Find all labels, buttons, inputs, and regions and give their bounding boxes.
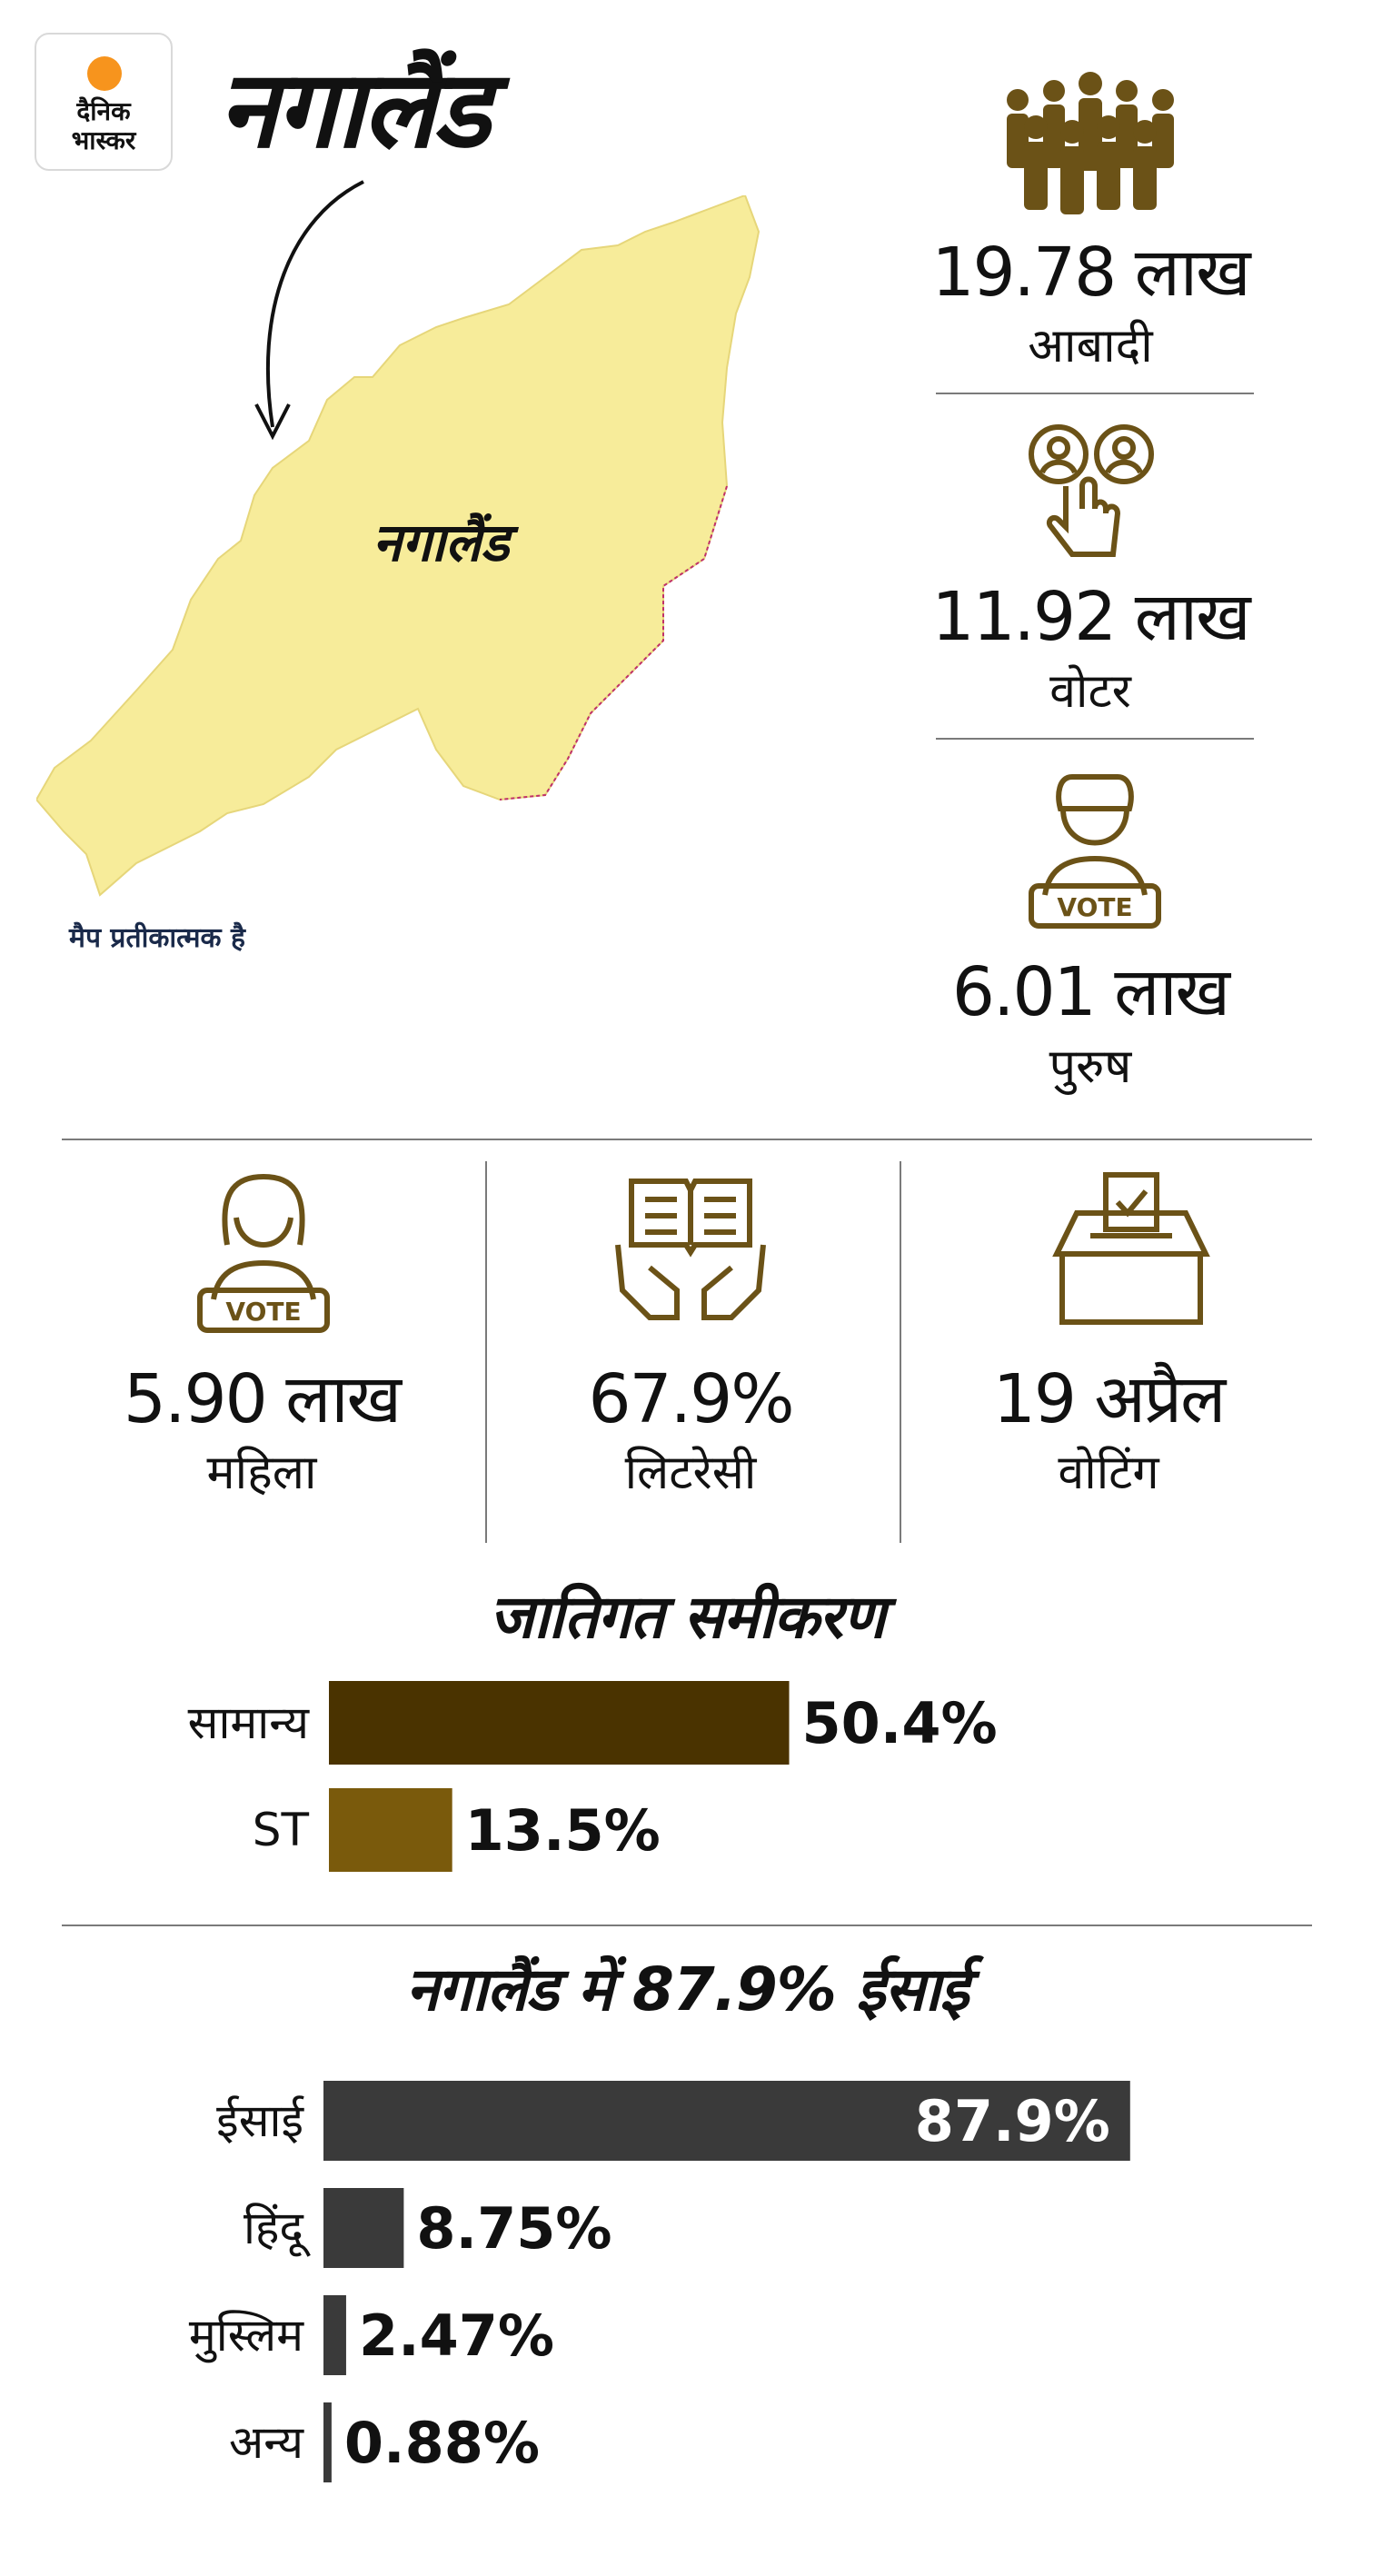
divider	[936, 393, 1254, 394]
bar	[329, 1681, 790, 1765]
crowd-icon	[1007, 72, 1174, 214]
stat-voter-label: वोटर	[1049, 664, 1131, 719]
ballot-box-icon	[1052, 1172, 1210, 1325]
curved-arrow-icon	[254, 180, 364, 441]
bar-category-label: ST	[253, 1804, 310, 1856]
stat-male-label: पुरुष	[1049, 1039, 1132, 1094]
male-voter-icon: VOTE	[1029, 774, 1161, 929]
bar	[323, 2295, 346, 2375]
religion-chart: ईसाई 87.9% हिंदू 8.75% मुस्लिम 2.47% अन्य 0.88%	[189, 2081, 1130, 2482]
divider	[485, 1161, 487, 1543]
nagaland-map	[36, 195, 761, 897]
voter-touch-icon	[1029, 424, 1154, 557]
stat-population-label: आबादी	[1028, 319, 1153, 373]
bar-value-label: 87.9%	[915, 2088, 1110, 2154]
stat-literacy-value: 67.9%	[588, 1360, 794, 1438]
stat-female-value: 5.90 लाख	[123, 1360, 402, 1438]
dainik-bhaskar-logo: दैनिक भास्कर	[35, 33, 173, 171]
logo-line-2: भास्कर	[71, 125, 136, 155]
stat-voter-value: 11.92 लाख	[931, 578, 1250, 656]
bar-value-label: 8.75%	[416, 2195, 611, 2262]
logo-line-1: दैनिक	[76, 96, 131, 126]
map-shape	[36, 195, 761, 897]
stat-voting-label: वोटिंग	[1058, 1446, 1159, 1500]
divider	[936, 738, 1254, 740]
bar-value-label: 50.4%	[802, 1690, 998, 1756]
book-hands-icon	[615, 1179, 766, 1320]
bar-category-label: मुस्लिम	[189, 2309, 304, 2363]
bar	[323, 2402, 332, 2482]
page-title: नगालैंड	[218, 46, 491, 172]
religion-chart-title: नगालैंड में 87.9% ईसाई	[405, 1954, 969, 2024]
bar-category-label: अन्य	[229, 2416, 304, 2469]
caste-chart-title: जातिगत समीकरण	[489, 1582, 885, 1652]
svg-text:VOTE: VOTE	[225, 1297, 301, 1327]
bar-category-label: हिंदू	[244, 2202, 311, 2257]
stat-voting-value: 19 अप्रैल	[992, 1360, 1227, 1438]
bar-value-label: 2.47%	[359, 2302, 554, 2369]
bar-category-label: ईसाई	[216, 2094, 304, 2147]
stat-female-label: महिला	[206, 1446, 317, 1500]
stat-male-value: 6.01 लाख	[951, 953, 1230, 1031]
map-note: मैप प्रतीकात्मक है	[69, 922, 245, 954]
bar-value-label: 13.5%	[465, 1797, 661, 1864]
caste-chart: सामान्य 50.4% ST 13.5%	[188, 1681, 998, 1872]
divider	[62, 1139, 1312, 1140]
svg-text:VOTE: VOTE	[1057, 892, 1132, 922]
bar	[323, 2188, 404, 2268]
stat-population-value: 19.78 लाख	[931, 234, 1250, 312]
stat-literacy-label: लिटरेसी	[624, 1446, 757, 1500]
divider	[900, 1161, 901, 1543]
bar	[323, 2081, 1130, 2161]
bar	[329, 1788, 452, 1872]
bar-value-label: 0.88%	[344, 2410, 540, 2476]
bar-category-label: सामान्य	[188, 1696, 310, 1749]
divider	[62, 1925, 1312, 1926]
map-label: नगालैंड	[373, 512, 510, 573]
sun-icon	[87, 56, 122, 91]
female-voter-icon: VOTE	[197, 1173, 330, 1333]
